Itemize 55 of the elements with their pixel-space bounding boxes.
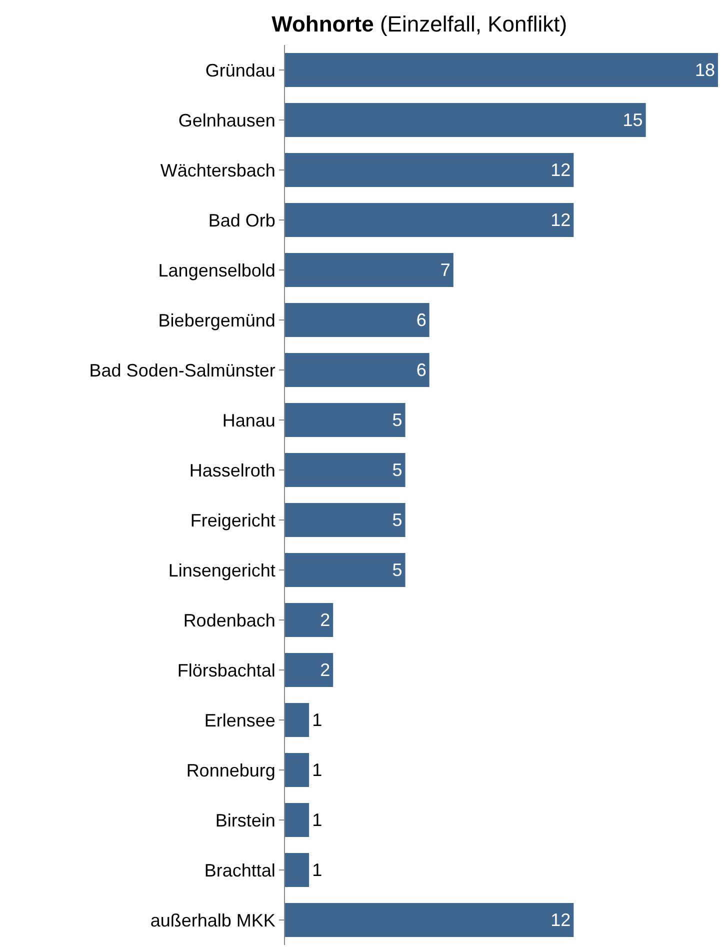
bar: [285, 603, 334, 637]
y-tick-label: Bad Soden-Salmünster: [89, 360, 276, 380]
data-label: 1: [312, 810, 322, 830]
bar: [285, 553, 406, 587]
data-label: 6: [416, 360, 426, 380]
y-tick-label: Freigericht: [190, 510, 276, 530]
y-tick-label: Gründau: [205, 60, 276, 80]
y-tick-label: Wächtersbach: [160, 160, 276, 180]
bar: [285, 303, 430, 337]
data-label: 18: [694, 60, 715, 80]
data-label: 1: [312, 760, 322, 780]
data-label: 5: [392, 510, 402, 530]
data-label: 1: [312, 860, 322, 880]
y-tick-label: Flörsbachtal: [177, 660, 276, 680]
data-label: 5: [392, 410, 402, 430]
y-tick-label: Erlensee: [204, 710, 276, 730]
y-tick-label: Hasselroth: [189, 460, 276, 480]
data-label: 1: [312, 710, 322, 730]
data-label: 5: [392, 560, 402, 580]
data-label: 5: [392, 460, 402, 480]
bar: [285, 453, 406, 487]
y-tick-label: Hanau: [222, 410, 276, 430]
data-label: 2: [320, 610, 330, 630]
data-label: 12: [550, 160, 571, 180]
data-label: 15: [622, 110, 643, 130]
y-tick-label: Bad Orb: [208, 210, 276, 230]
y-tick-label: außerhalb MKK: [150, 910, 276, 930]
bar: [285, 403, 406, 437]
y-tick-label: Linsengericht: [168, 560, 276, 580]
bar: [285, 203, 574, 237]
data-label: 7: [440, 260, 450, 280]
y-tick-label: Ronneburg: [186, 760, 276, 780]
bar: [285, 253, 454, 287]
data-label: 6: [416, 310, 426, 330]
bar: [285, 153, 574, 187]
bar: [285, 903, 574, 937]
y-tick-label: Birstein: [215, 810, 276, 830]
bar: [285, 103, 646, 137]
bar: [285, 753, 310, 787]
bar: [285, 803, 310, 837]
bar: [285, 353, 430, 387]
bar: [285, 853, 310, 887]
data-label: 2: [320, 660, 330, 680]
data-label: 12: [550, 210, 571, 230]
bar: [285, 703, 310, 737]
y-tick-label: Rodenbach: [183, 610, 276, 630]
bar: [285, 53, 718, 87]
bar: [285, 503, 406, 537]
bar: [285, 653, 334, 687]
chart-title: Wohnorte (Einzelfall, Konflikt): [272, 11, 568, 36]
y-tick-label: Brachttal: [204, 860, 276, 880]
y-tick-label: Langenselbold: [158, 260, 276, 280]
y-tick-label: Gelnhausen: [178, 110, 276, 130]
data-label: 12: [550, 910, 571, 930]
y-tick-label: Biebergemünd: [158, 310, 276, 330]
